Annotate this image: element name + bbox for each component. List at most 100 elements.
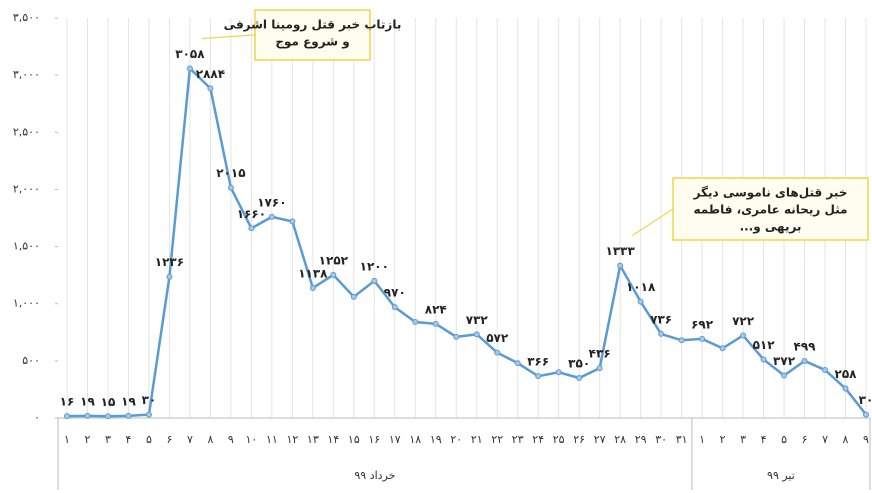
x-tick-label: ۲۷: [594, 433, 606, 446]
x-tick-label: ۲۱: [471, 433, 483, 446]
point: [207, 85, 214, 92]
x-tick-label: ۲۰: [450, 433, 462, 446]
x-tick-label: ۱۱: [266, 433, 278, 446]
x-tick-label: ۲۵: [553, 433, 565, 446]
data-label: ۶۹۲: [691, 317, 714, 331]
point: [350, 293, 357, 300]
data-label: ۳۰: [859, 393, 872, 407]
point: [719, 345, 726, 352]
data-label: ۱۹: [121, 394, 136, 408]
data-label: ۷۲۲: [732, 314, 755, 328]
x-tick-label: ۲: [720, 433, 726, 446]
data-label: ۴۹۹: [794, 339, 817, 353]
x-tick-label: ۱۹: [430, 433, 442, 446]
point: [330, 271, 337, 278]
series-line: [66, 65, 867, 418]
y-tick-label: ۲,۰۰۰: [13, 182, 40, 195]
x-tick-label: ۹: [863, 433, 869, 446]
x-tick-label: ۹: [228, 433, 234, 446]
y-tick-label: ۱,۰۰۰: [13, 297, 40, 310]
point: [781, 372, 788, 379]
x-tick-label: ۲: [85, 433, 91, 446]
data-label: ۲۵۸: [835, 367, 858, 381]
x-tick-label: ۱۶: [368, 433, 380, 446]
x-tick-label: ۱۲: [286, 433, 298, 446]
group-label: تیر ۹۹: [767, 469, 795, 482]
data-label: ۱۲۳۶: [155, 255, 184, 269]
data-label: ۷۳۲: [466, 313, 489, 327]
x-tick-label: ۲۸: [614, 433, 626, 446]
point: [740, 332, 747, 339]
point: [64, 413, 70, 420]
x-tick-label: ۱۰: [245, 433, 257, 446]
point: [699, 335, 706, 342]
data-label: ۱۶: [60, 395, 75, 409]
y-tick-label: ۳,۵۰۰: [13, 11, 40, 24]
point: [842, 385, 849, 392]
point: [268, 213, 275, 220]
point: [617, 262, 624, 269]
leader-line: [631, 208, 674, 237]
x-tick-label: ۱۳: [307, 433, 319, 446]
data-label: ۲۰۱۵: [216, 166, 245, 180]
data-label: ۹۷۰: [384, 286, 406, 300]
x-tick-label: ۲۶: [573, 433, 585, 446]
data-label: ۳۷۲: [773, 354, 796, 368]
point: [248, 225, 255, 232]
point: [289, 218, 296, 225]
data-label: ۵۱۲: [753, 338, 776, 352]
group-label: خرداد ۹۹: [354, 469, 395, 482]
point: [801, 357, 808, 364]
annotation-box: [672, 177, 869, 241]
x-tick-label: ۵: [781, 433, 787, 446]
point: [555, 369, 562, 376]
x-tick-label: ۱۵: [348, 433, 360, 446]
data-label: ۱۶۶۰: [237, 207, 266, 221]
annotation-text: و شروع موج: [275, 35, 349, 50]
annotation-text: خبر قتل‌های ناموسی دیگر: [693, 186, 848, 201]
point: [84, 412, 91, 419]
point: [514, 360, 521, 367]
point: [576, 375, 583, 381]
point: [391, 304, 398, 311]
x-tick-label: ۲۹: [635, 433, 647, 446]
point: [658, 330, 665, 337]
point: [473, 331, 480, 338]
point: [494, 349, 501, 356]
data-label: ۳۶۶: [527, 355, 549, 369]
data-label: ۱۰۱۸: [626, 280, 656, 294]
x-tick-label: ۸: [207, 433, 213, 446]
data-label: ۱۲۵۲: [319, 253, 349, 267]
annotation-text: مثل ریحانه عامری، فاطمه: [693, 203, 847, 217]
x-tick-label: ۷: [187, 433, 193, 446]
annotation-box: [254, 9, 371, 61]
data-label: ۸۲۴: [425, 302, 447, 316]
data-label: ۳۵۰: [568, 357, 590, 371]
point: [760, 356, 767, 363]
point: [863, 411, 869, 418]
y-tick-label: ۱,۵۰۰: [13, 240, 40, 253]
point: [596, 365, 603, 372]
x-tick-label: ۳: [105, 433, 111, 446]
data-label: ۳۰: [142, 393, 157, 407]
data-label: ۱۳۳۳: [606, 244, 636, 258]
point: [166, 273, 173, 280]
y-tick-label: ۲,۵۰۰: [13, 125, 40, 138]
point: [453, 333, 460, 340]
point: [227, 184, 234, 191]
x-tick-label: ۳۰: [655, 433, 667, 446]
x-tick-label: ۳: [740, 433, 746, 446]
point: [822, 367, 829, 373]
annotation-text: بازتاب خبر قتل رومینا اشرفی: [224, 18, 402, 33]
x-tick-label: ۱۴: [327, 433, 339, 446]
data-label: ۱۹: [80, 394, 95, 408]
data-label: ۴۳۶: [589, 347, 611, 361]
x-tick-label: ۸: [843, 433, 849, 446]
x-tick-label: ۲۴: [532, 433, 544, 446]
x-tick-label: ۴: [761, 433, 767, 446]
point: [637, 298, 644, 305]
data-label: ۱۵: [101, 395, 116, 409]
data-label: ۵۷۲: [486, 331, 509, 345]
point: [412, 319, 419, 325]
point: [104, 413, 111, 420]
